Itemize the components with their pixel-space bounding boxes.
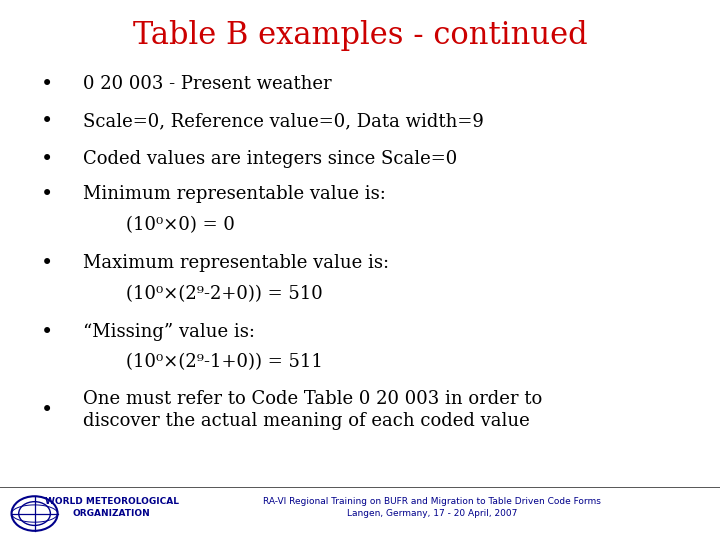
Text: •: • xyxy=(40,111,53,132)
Text: (10⁰×(2⁹-1+0)) = 511: (10⁰×(2⁹-1+0)) = 511 xyxy=(126,353,323,372)
Text: Langen, Germany, 17 - 20 April, 2007: Langen, Germany, 17 - 20 April, 2007 xyxy=(347,509,517,517)
Text: (10⁰×(2⁹-2+0)) = 510: (10⁰×(2⁹-2+0)) = 510 xyxy=(126,285,323,303)
Text: •: • xyxy=(40,253,53,273)
Text: •: • xyxy=(40,73,53,94)
Text: Maximum representable value is:: Maximum representable value is: xyxy=(83,254,389,272)
Text: Coded values are integers since Scale=0: Coded values are integers since Scale=0 xyxy=(83,150,457,168)
Text: Minimum representable value is:: Minimum representable value is: xyxy=(83,185,386,204)
Text: •: • xyxy=(40,184,53,205)
Text: (10⁰×0) = 0: (10⁰×0) = 0 xyxy=(126,216,235,234)
Text: •: • xyxy=(40,321,53,342)
Text: One must refer to Code Table 0 20 003 in order to
discover the actual meaning of: One must refer to Code Table 0 20 003 in… xyxy=(83,390,542,430)
Text: •: • xyxy=(40,149,53,170)
Text: 0 20 003 - Present weather: 0 20 003 - Present weather xyxy=(83,75,331,93)
Text: “Missing” value is:: “Missing” value is: xyxy=(83,322,255,341)
Text: •: • xyxy=(40,400,53,421)
Text: Table B examples - continued: Table B examples - continued xyxy=(132,19,588,51)
Text: RA-VI Regional Training on BUFR and Migration to Table Driven Code Forms: RA-VI Regional Training on BUFR and Migr… xyxy=(263,497,601,505)
Text: WORLD METEOROLOGICAL: WORLD METEOROLOGICAL xyxy=(45,497,179,505)
Text: ORGANIZATION: ORGANIZATION xyxy=(73,509,150,517)
Text: Scale=0, Reference value=0, Data width=9: Scale=0, Reference value=0, Data width=9 xyxy=(83,112,484,131)
